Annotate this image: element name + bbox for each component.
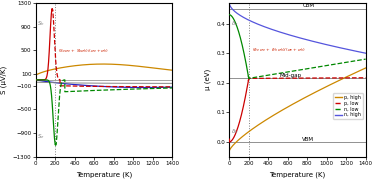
Text: VBM: VBM [302, 137, 314, 142]
Text: Mid-gap: Mid-gap [280, 73, 302, 78]
Text: $\delta_e$: $\delta_e$ [231, 19, 239, 28]
Text: $S_h$: $S_h$ [38, 19, 45, 28]
Legend: p, high, p, low, n, low, n, high: p, high, p, low, n, low, n, high [333, 93, 363, 119]
X-axis label: Temperature (K): Temperature (K) [269, 172, 326, 178]
Text: CBM: CBM [302, 3, 314, 8]
Y-axis label: μ (eV): μ (eV) [204, 69, 211, 91]
Text: $\delta_h$: $\delta_h$ [231, 127, 239, 136]
Text: $S_e$: $S_e$ [38, 132, 45, 141]
Text: $(S_e\sigma_e+\ S_h\sigma_h)/(\sigma_e+\sigma_h)$: $(S_e\sigma_e+\ S_h\sigma_h)/(\sigma_e+\… [58, 47, 109, 55]
Y-axis label: S (μV/K): S (μV/K) [1, 66, 7, 94]
Text: $(\delta_e\ \sigma_e+\ \delta_h\ \sigma_h)/(\sigma_e+\sigma_h)$: $(\delta_e\ \sigma_e+\ \delta_h\ \sigma_… [252, 47, 305, 54]
X-axis label: Temperature (K): Temperature (K) [76, 172, 132, 178]
